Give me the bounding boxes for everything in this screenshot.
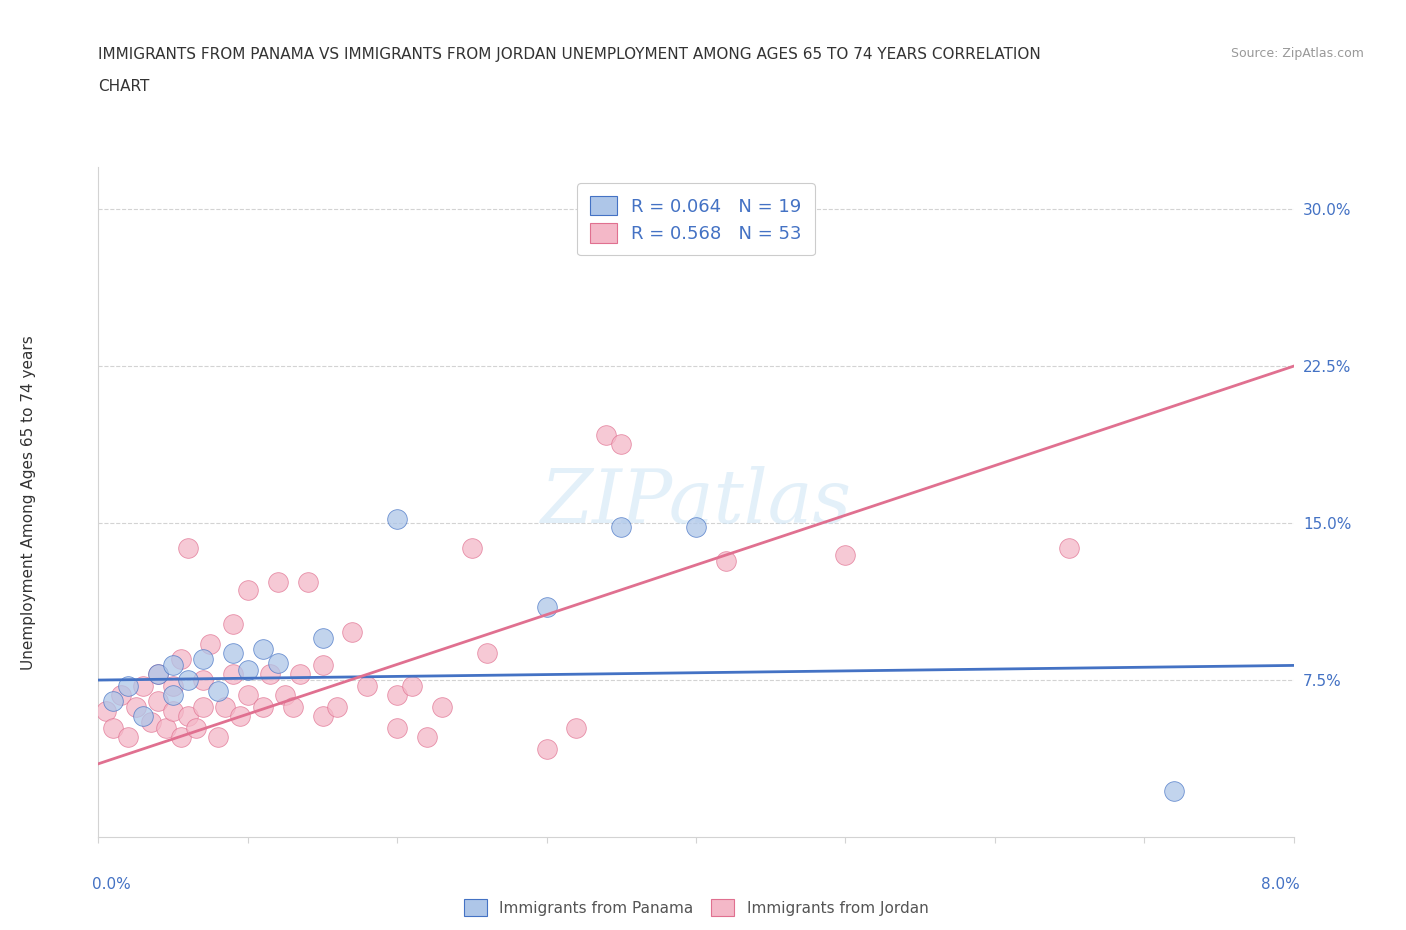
Point: [288, 666, 311, 681]
Text: 8.0%: 8.0%: [1261, 877, 1299, 892]
Point: [281, 700, 304, 715]
Point: [191, 672, 214, 687]
Point: [169, 652, 191, 667]
Point: [117, 679, 139, 694]
Point: [162, 679, 184, 694]
Point: [252, 700, 274, 715]
Point: [714, 553, 737, 568]
Point: [834, 547, 856, 562]
Point: [536, 742, 558, 757]
Point: [169, 729, 191, 744]
Point: [155, 721, 177, 736]
Point: [94, 704, 117, 719]
Point: [342, 625, 364, 640]
Point: [148, 666, 170, 681]
Point: [385, 512, 409, 526]
Point: [267, 656, 290, 671]
Point: [207, 683, 229, 698]
Point: [139, 714, 162, 729]
Point: [401, 679, 423, 694]
Point: [177, 672, 200, 687]
Point: [385, 687, 409, 702]
Text: CHART: CHART: [98, 79, 150, 94]
Point: [177, 541, 200, 556]
Point: [184, 721, 207, 736]
Text: Unemployment Among Ages 65 to 74 years: Unemployment Among Ages 65 to 74 years: [21, 335, 35, 670]
Point: [356, 679, 378, 694]
Point: [461, 541, 484, 556]
Point: [259, 666, 281, 681]
Point: [565, 721, 588, 736]
Point: [416, 729, 439, 744]
Text: 0.0%: 0.0%: [93, 877, 131, 892]
Point: [297, 575, 319, 590]
Point: [274, 687, 297, 702]
Legend: Immigrants from Panama, Immigrants from Jordan: Immigrants from Panama, Immigrants from …: [456, 892, 936, 923]
Point: [430, 700, 453, 715]
Point: [191, 652, 214, 667]
Point: [177, 709, 200, 724]
Point: [148, 666, 170, 681]
Point: [595, 428, 617, 443]
Point: [200, 637, 222, 652]
Point: [125, 700, 148, 715]
Point: [214, 700, 236, 715]
Point: [475, 645, 498, 660]
Point: [229, 709, 252, 724]
Point: [207, 729, 229, 744]
Point: [103, 721, 125, 736]
Point: [222, 666, 245, 681]
Point: [222, 645, 245, 660]
Point: [685, 520, 707, 535]
Point: [110, 687, 132, 702]
Point: [222, 617, 245, 631]
Text: IMMIGRANTS FROM PANAMA VS IMMIGRANTS FROM JORDAN UNEMPLOYMENT AMONG AGES 65 TO 7: IMMIGRANTS FROM PANAMA VS IMMIGRANTS FRO…: [98, 46, 1042, 61]
Point: [385, 721, 409, 736]
Point: [103, 694, 125, 709]
Point: [610, 520, 633, 535]
Point: [311, 709, 333, 724]
Point: [236, 662, 259, 677]
Point: [162, 658, 184, 673]
Point: [236, 582, 259, 598]
Point: [267, 575, 290, 590]
Point: [536, 600, 558, 615]
Text: Source: ZipAtlas.com: Source: ZipAtlas.com: [1230, 46, 1364, 60]
Point: [326, 700, 349, 715]
Point: [191, 700, 214, 715]
Text: ZIPatlas: ZIPatlas: [540, 466, 852, 538]
Point: [1059, 541, 1081, 556]
Point: [148, 694, 170, 709]
Point: [162, 704, 184, 719]
Point: [311, 631, 333, 645]
Point: [132, 679, 155, 694]
Point: [1163, 783, 1185, 798]
Point: [252, 642, 274, 657]
Point: [311, 658, 333, 673]
Point: [162, 687, 184, 702]
Point: [236, 687, 259, 702]
Point: [117, 729, 139, 744]
Point: [132, 709, 155, 724]
Point: [610, 436, 633, 451]
